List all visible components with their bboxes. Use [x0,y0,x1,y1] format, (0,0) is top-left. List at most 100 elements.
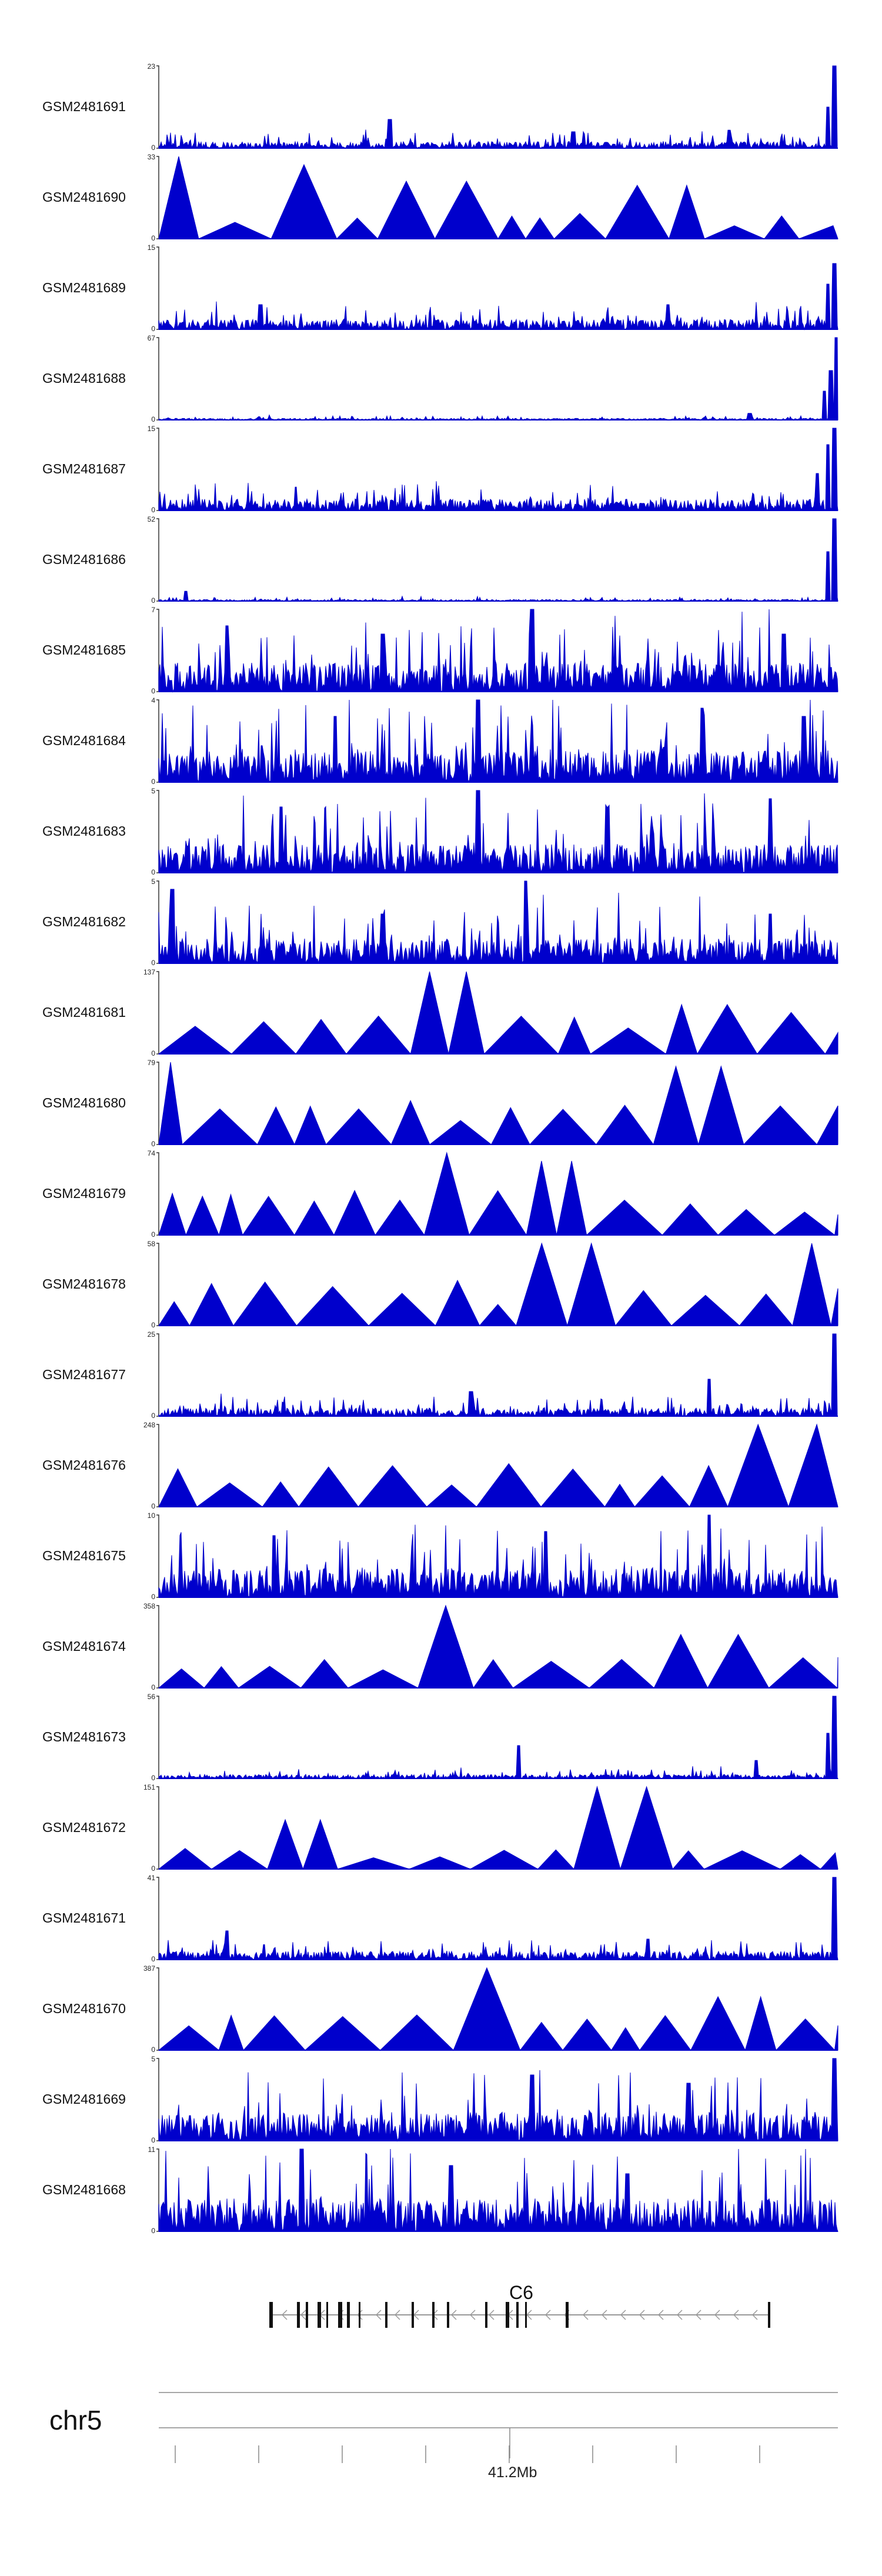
exon [326,2302,328,2328]
coverage-area [158,65,838,149]
strand-chevron [733,2310,739,2320]
y-axis-line [156,246,159,330]
y-max-label: 137 [143,968,155,976]
y-max-label: 58 [147,1240,155,1248]
strand-chevron [544,2310,551,2320]
y-min-label: 0 [151,506,155,514]
y-max-label: 33 [147,153,155,161]
track-GSM2481686: GSM2481686 52 0 [0,515,882,610]
y-axis-line [156,1967,159,2051]
track-plot [156,1604,838,1689]
track-label: GSM2481690 [42,189,126,205]
track-label: GSM2481686 [42,552,126,567]
track-plot [156,1423,838,1508]
coverage-area [158,1062,838,1146]
strand-chevron [450,2310,457,2320]
y-axis-line [156,609,159,692]
y-min-label: 0 [151,687,155,695]
exon [485,2302,487,2328]
y-max-label: 4 [151,696,155,705]
y-max-label: 25 [147,1330,155,1339]
y-max-label: 387 [143,1964,155,1973]
strand-chevron [751,2310,758,2320]
track-label: GSM2481670 [42,2001,126,2016]
track-GSM2481675: GSM2481675 10 0 [0,1511,882,1606]
track-label: GSM2481691 [42,99,126,114]
exon [297,2302,300,2328]
y-axis-line [156,2058,159,2141]
y-min-label: 0 [151,2227,155,2235]
track-label: GSM2481689 [42,280,126,295]
strand-chevron [620,2310,626,2320]
y-axis-line [156,1605,159,1689]
track-plot [156,790,838,873]
track-GSM2481677: GSM2481677 25 0 [0,1330,882,1425]
track-plot [156,880,838,965]
y-min-label: 0 [151,1321,155,1329]
y-axis-line [156,337,159,421]
y-axis-line [156,880,159,964]
y-min-label: 0 [151,1049,155,1057]
strand-chevron [375,2310,382,2320]
coverage-area [158,1333,838,1417]
track-GSM2481679: GSM2481679 74 0 [0,1149,882,1244]
y-axis-line [156,1243,159,1326]
y-axis-line [156,428,159,511]
strand-chevron [676,2310,683,2320]
y-max-label: 11 [148,2145,155,2154]
coverage-area [158,1242,838,1327]
track-GSM2481685: GSM2481685 7 0 [0,606,882,700]
y-max-label: 7 [151,606,155,614]
coverage-area [158,1877,838,1961]
track-label: GSM2481679 [42,1186,126,1201]
track-plot [156,1152,838,1236]
y-max-label: 5 [151,877,155,886]
y-max-label: 248 [143,1421,155,1429]
exon [566,2302,569,2328]
track-plot [156,1786,838,1870]
y-axis-line [156,790,159,873]
coverage-area [158,1152,838,1236]
track-plot [156,156,838,240]
exon [306,2302,308,2328]
y-max-label: 79 [147,1059,155,1067]
y-axis-line [156,518,159,602]
track-GSM2481684: GSM2481684 4 0 [0,696,882,791]
track-plot [156,246,838,331]
y-max-label: 74 [147,1149,155,1157]
strand-chevron [639,2310,645,2320]
coverage-area [158,699,838,783]
track-label: GSM2481683 [42,823,126,839]
coverage-area [158,880,838,965]
y-min-label: 0 [151,144,155,152]
y-axis-line [156,1333,159,1417]
track-GSM2481668: GSM2481668 11 0 [0,2145,882,2240]
tracks-container: GSM2481691 23 0 GSM2481690 33 0 GSM2481689 15 0 G… [0,62,882,2235]
y-axis-line [156,1062,159,1145]
y-min-label: 0 [151,415,155,423]
exon [525,2302,527,2328]
genomic-axis [159,2392,838,2463]
axis-tick-label: 41.2Mb [488,2464,537,2481]
strand-chevron [469,2310,476,2320]
track-GSM2481691: GSM2481691 23 0 [0,62,882,157]
y-axis-line [156,1424,159,1507]
y-min-label: 0 [151,2046,155,2054]
strand-chevron [281,2310,288,2320]
y-min-label: 0 [151,2136,155,2144]
exon [506,2302,509,2328]
track-label: GSM2481672 [42,1820,126,1835]
track-plot [156,337,838,421]
coverage-area [158,156,838,240]
exon [768,2302,770,2328]
coverage-area [158,1604,838,1689]
y-axis-line [156,699,159,783]
track-GSM2481688: GSM2481688 67 0 [0,334,882,429]
y-min-label: 0 [151,778,155,786]
track-GSM2481682: GSM2481682 5 0 [0,877,882,972]
y-min-label: 0 [151,1140,155,1148]
track-plot [156,1696,839,1780]
y-min-label: 0 [151,234,155,242]
track-label: GSM2481680 [42,1095,126,1110]
track-label: GSM2481678 [42,1276,126,1292]
